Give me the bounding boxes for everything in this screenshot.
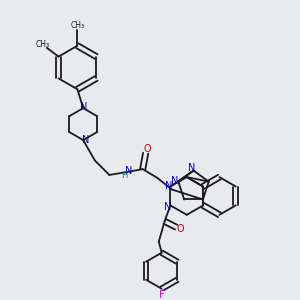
Text: O: O (143, 144, 151, 154)
Text: CH₃: CH₃ (70, 22, 85, 31)
Text: N: N (164, 202, 172, 212)
Text: N: N (80, 102, 87, 112)
Text: F: F (160, 290, 165, 300)
Text: N: N (165, 181, 172, 190)
Text: H: H (121, 171, 127, 180)
Text: O: O (177, 224, 184, 234)
Text: CH₃: CH₃ (35, 40, 50, 49)
Text: N: N (82, 135, 89, 145)
Text: N: N (188, 163, 196, 173)
Text: N: N (171, 176, 178, 186)
Text: N: N (125, 166, 133, 176)
